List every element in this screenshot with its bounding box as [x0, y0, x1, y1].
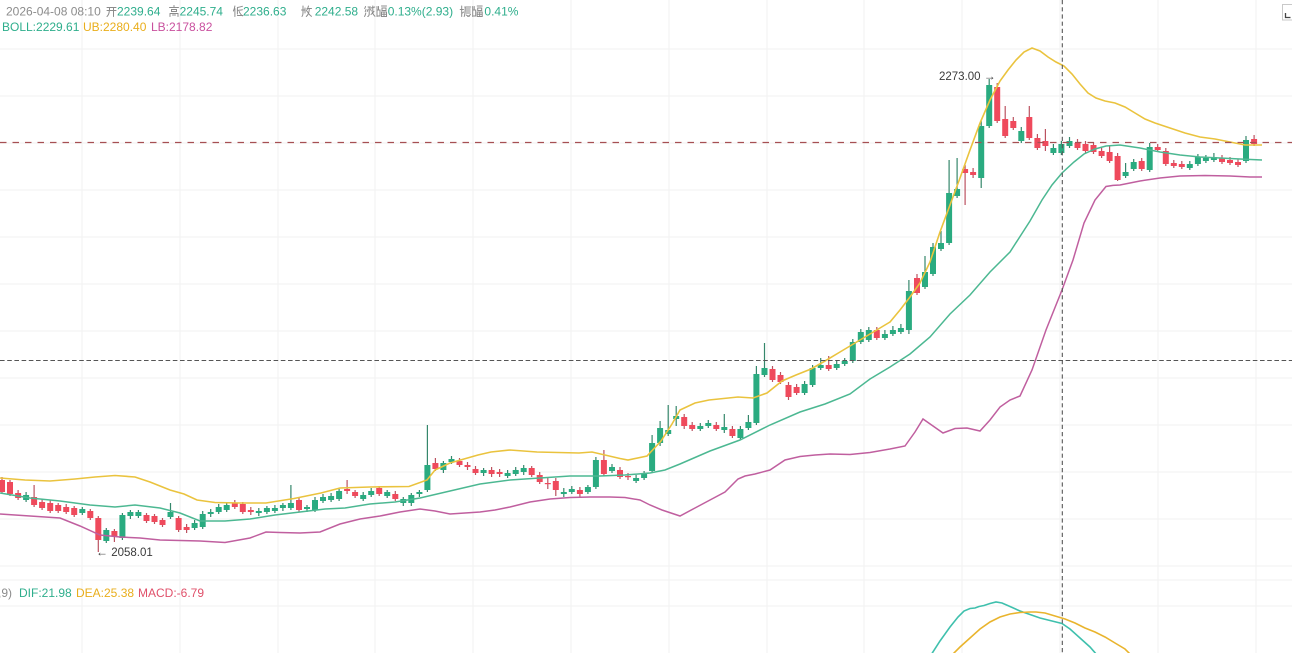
svg-text:2239.64: 2239.64	[117, 5, 161, 19]
svg-text:2245.74: 2245.74	[180, 5, 224, 19]
svg-text:2236.63: 2236.63	[243, 5, 287, 19]
svg-text:2026-04-08 08:10: 2026-04-08 08:10	[6, 5, 101, 19]
svg-text:0.41%: 0.41%	[484, 5, 518, 19]
svg-text:0.13%(2.93): 0.13%(2.93)	[388, 5, 453, 19]
svg-text:2242.58: 2242.58	[315, 5, 359, 19]
